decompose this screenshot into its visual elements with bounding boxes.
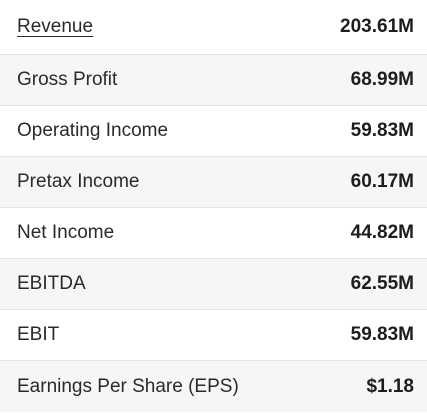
table-row-eps: Earnings Per Share (EPS) $1.18 xyxy=(0,361,427,412)
revenue-link[interactable]: Revenue xyxy=(17,16,94,37)
table-row-pretax-income: Pretax Income 60.17M xyxy=(0,157,427,208)
gross-profit-value: 68.99M xyxy=(350,69,414,90)
eps-value: $1.18 xyxy=(366,375,414,397)
operating-income-label: Operating Income xyxy=(17,120,169,141)
table-row-ebit: EBIT 59.83M xyxy=(0,310,427,361)
table-row-revenue: Revenue 203.61M xyxy=(0,0,427,55)
pretax-income-label: Pretax Income xyxy=(17,171,140,192)
operating-income-value: 59.83M xyxy=(350,120,414,141)
table-row-ebitda: EBITDA 62.55M xyxy=(0,259,427,310)
revenue-value: 203.61M xyxy=(340,16,414,37)
ebitda-label: EBITDA xyxy=(17,273,86,294)
pretax-income-value: 60.17M xyxy=(350,171,414,192)
eps-label: Earnings Per Share (EPS) xyxy=(17,375,239,397)
table-row-net-income: Net Income 44.82M xyxy=(0,208,427,259)
ebit-value: 59.83M xyxy=(350,324,414,345)
net-income-value: 44.82M xyxy=(350,222,414,243)
gross-profit-label: Gross Profit xyxy=(17,69,118,90)
ebit-label: EBIT xyxy=(17,324,60,345)
table-row-gross-profit: Gross Profit 68.99M xyxy=(0,55,427,106)
ebitda-value: 62.55M xyxy=(350,273,414,294)
table-row-operating-income: Operating Income 59.83M xyxy=(0,106,427,157)
net-income-label: Net Income xyxy=(17,222,115,243)
